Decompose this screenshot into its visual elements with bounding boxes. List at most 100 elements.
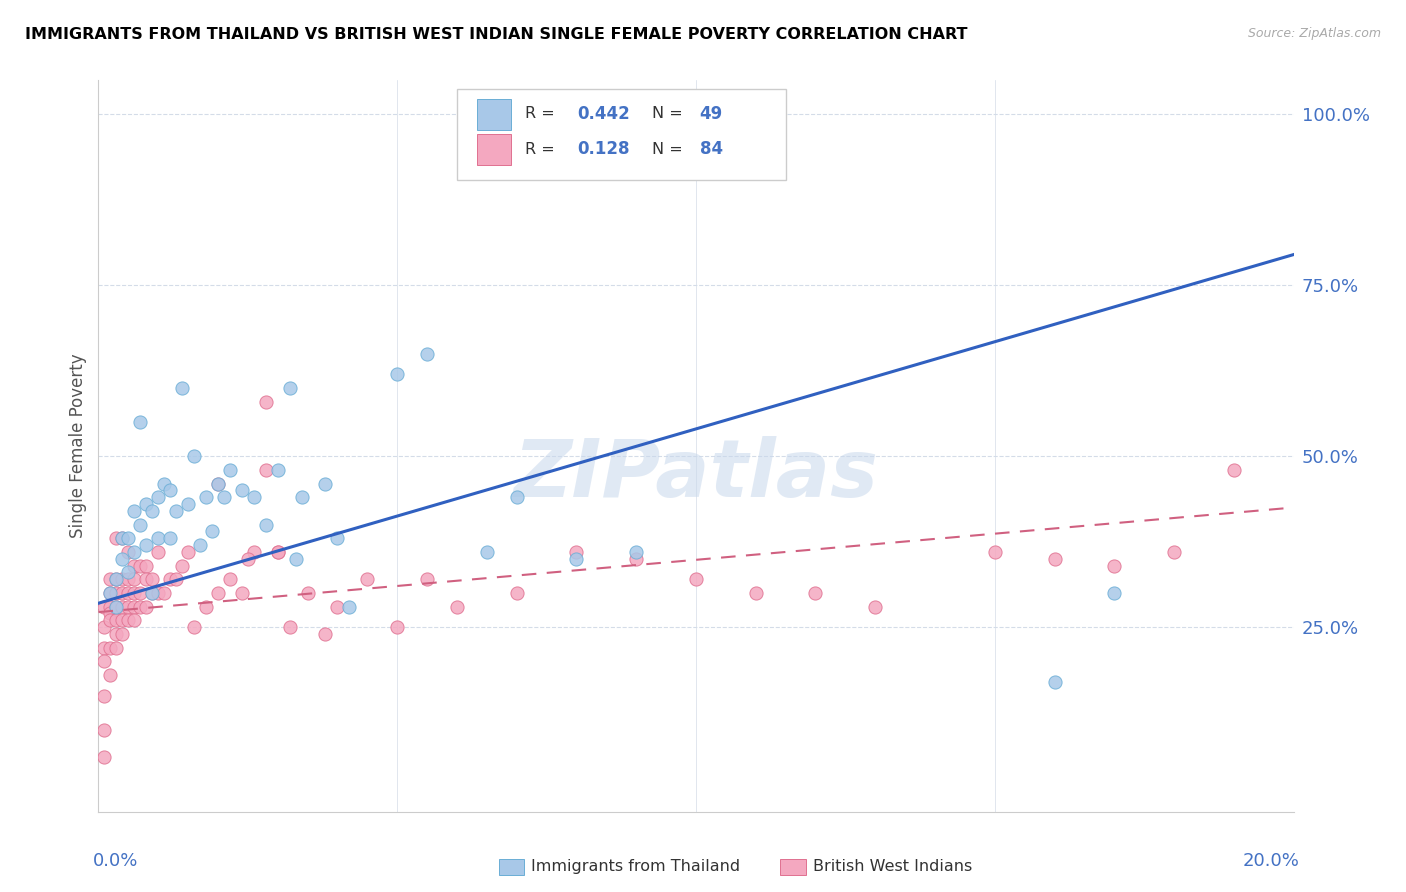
Point [446, 599, 468, 614]
Point [98, 613, 122, 627]
Text: R =: R = [524, 106, 555, 121]
Point [124, 599, 146, 614]
Point [105, 613, 128, 627]
Text: British West Indians: British West Indians [813, 859, 972, 873]
Text: IMMIGRANTS FROM THAILAND VS BRITISH WEST INDIAN SINGLE FEMALE POVERTY CORRELATIO: IMMIGRANTS FROM THAILAND VS BRITISH WEST… [25, 27, 967, 42]
Point [105, 572, 128, 586]
Point [124, 558, 146, 573]
Point [105, 572, 128, 586]
Point [243, 545, 266, 559]
Point [219, 572, 242, 586]
Point [98, 586, 122, 600]
Text: 84: 84 [700, 140, 723, 158]
Point [93, 723, 115, 737]
Point [159, 572, 181, 586]
Point [105, 627, 128, 641]
Point [254, 394, 277, 409]
Point [506, 586, 529, 600]
Point [177, 497, 200, 511]
Y-axis label: Single Female Poverty: Single Female Poverty [69, 354, 87, 538]
Point [267, 463, 290, 477]
Point [141, 572, 163, 586]
Point [135, 497, 157, 511]
Point [129, 415, 152, 429]
Text: 49: 49 [700, 105, 723, 123]
Point [626, 551, 648, 566]
Text: N =: N = [652, 106, 682, 121]
Point [172, 381, 194, 395]
Point [153, 476, 176, 491]
Point [93, 654, 115, 668]
Point [745, 586, 768, 600]
Point [243, 490, 266, 504]
Point [111, 572, 134, 586]
Point [804, 586, 827, 600]
Point [183, 620, 205, 634]
Point [124, 586, 146, 600]
Point [153, 586, 176, 600]
Point [148, 545, 170, 559]
Point [159, 483, 181, 498]
Point [231, 586, 253, 600]
Point [177, 545, 200, 559]
Point [267, 545, 290, 559]
Point [105, 531, 128, 545]
Point [141, 586, 163, 600]
Point [278, 620, 301, 634]
Point [236, 551, 259, 566]
Text: ZIPatlas: ZIPatlas [513, 436, 879, 515]
Text: Source: ZipAtlas.com: Source: ZipAtlas.com [1247, 27, 1381, 40]
Point [1223, 463, 1246, 477]
Point [195, 599, 218, 614]
Point [1043, 674, 1066, 689]
Point [201, 524, 224, 539]
Point [93, 620, 115, 634]
Point [111, 551, 134, 566]
Point [111, 531, 134, 545]
Point [148, 531, 170, 545]
Point [207, 476, 229, 491]
Point [655, 135, 678, 149]
Point [98, 607, 122, 621]
Text: 0.128: 0.128 [578, 140, 630, 158]
Point [124, 572, 146, 586]
Point [117, 566, 139, 580]
Point [416, 347, 439, 361]
Point [105, 640, 128, 655]
Point [284, 551, 307, 566]
Point [278, 381, 301, 395]
Point [339, 599, 361, 614]
Point [219, 463, 242, 477]
Point [385, 368, 409, 382]
Point [117, 586, 139, 600]
Point [356, 572, 378, 586]
Point [565, 545, 588, 559]
Point [207, 476, 229, 491]
Point [685, 572, 707, 586]
Point [865, 599, 887, 614]
Point [254, 463, 277, 477]
Point [984, 545, 1007, 559]
Point [207, 586, 229, 600]
Point [98, 586, 122, 600]
Text: 0.0%: 0.0% [93, 852, 138, 870]
Point [93, 750, 115, 764]
Point [1104, 558, 1126, 573]
Point [231, 483, 253, 498]
Point [111, 599, 134, 614]
Point [165, 572, 187, 586]
Point [93, 689, 115, 703]
Point [565, 551, 588, 566]
Point [124, 545, 146, 559]
Point [254, 517, 277, 532]
Point [117, 613, 139, 627]
Point [98, 572, 122, 586]
Point [129, 558, 152, 573]
Point [1043, 551, 1066, 566]
Text: R =: R = [524, 142, 555, 156]
Point [385, 620, 409, 634]
Point [93, 599, 115, 614]
Point [475, 545, 498, 559]
Point [111, 613, 134, 627]
Text: Immigrants from Thailand: Immigrants from Thailand [531, 859, 741, 873]
